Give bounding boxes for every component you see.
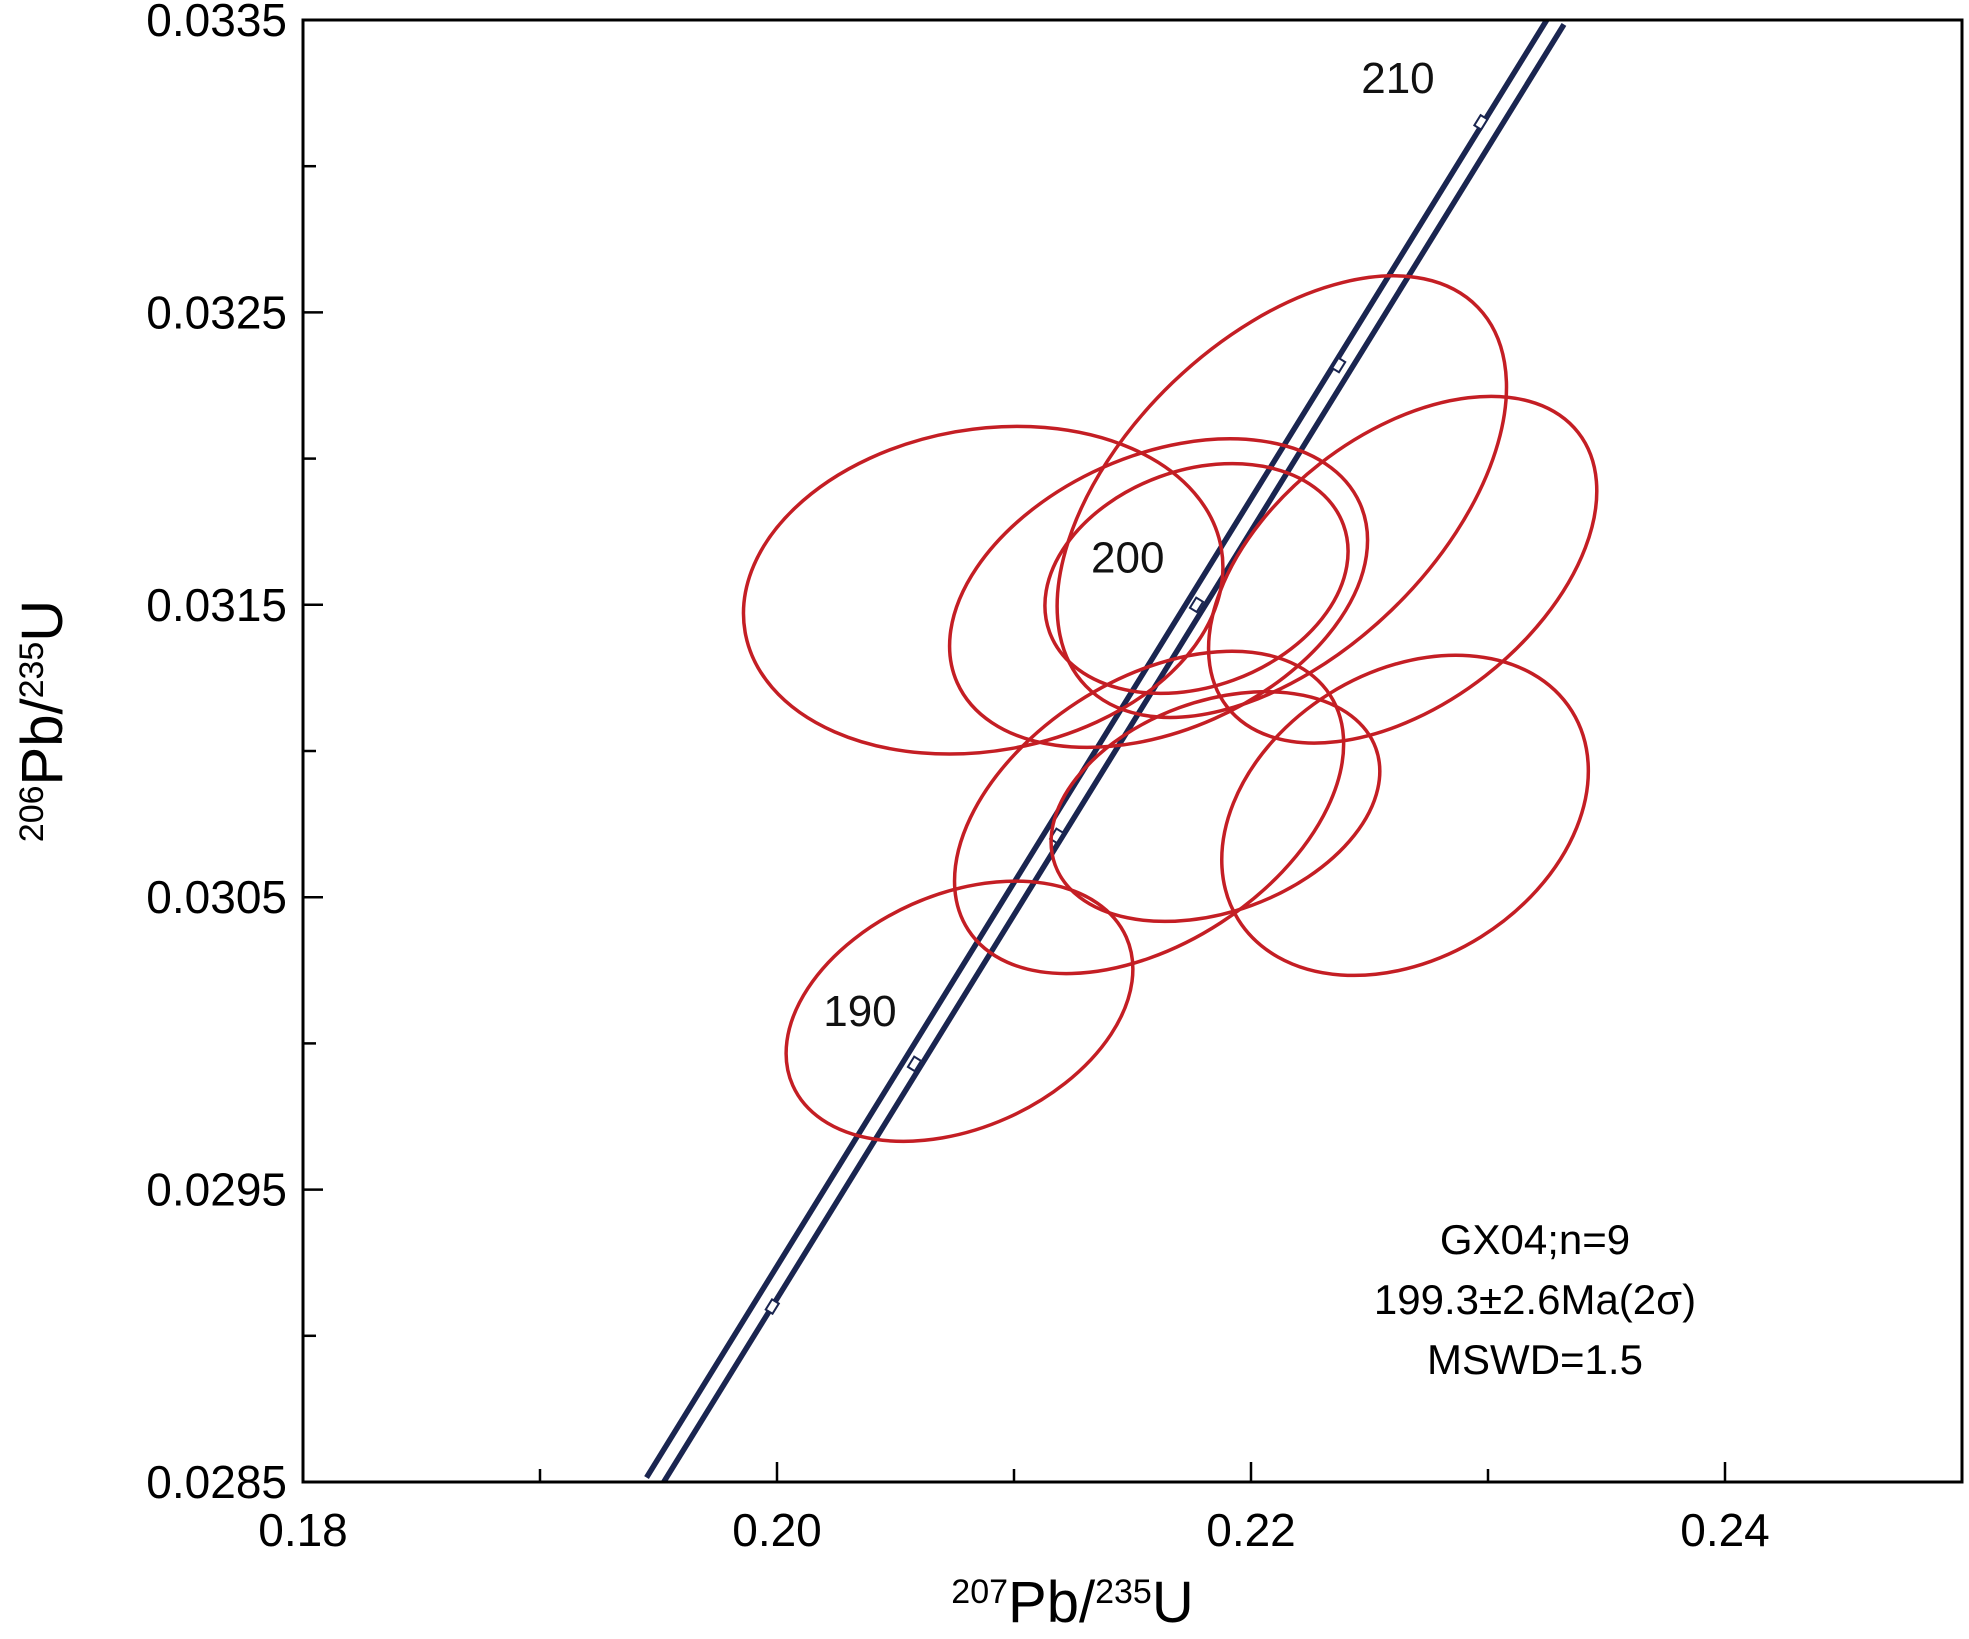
concordia-age-label: 210 <box>1361 54 1434 103</box>
chart-text: 190200210207Pb/235U206Pb/235UGX04;n=9199… <box>10 54 1696 1635</box>
error-ellipse <box>1206 394 1599 745</box>
concordia-line-right <box>660 23 1567 1482</box>
error-ellipse <box>784 879 1135 1144</box>
error-ellipse <box>1049 689 1382 924</box>
axes: 0.18 0.20 0.22 0.24 0.0285 0.0295 0.0305 0.0315… <box>146 0 1769 1556</box>
y-axis-title-tail: U <box>10 600 75 642</box>
error-ellipse <box>1043 461 1350 696</box>
y-tick-label: 0.0285 <box>146 1456 287 1508</box>
annotation-line: 199.3±2.6Ma(2σ) <box>1374 1276 1696 1323</box>
x-axis-title-tail: U <box>1152 1570 1194 1634</box>
x-axis-title-sup2: 235 <box>1095 1573 1152 1611</box>
error-ellipse <box>741 424 1225 756</box>
y-axis-title: 206Pb/235U <box>10 600 75 842</box>
x-axis-title-base: Pb/ <box>1008 1570 1096 1634</box>
concordia-age-mark <box>1330 356 1347 374</box>
x-tick-label: 0.20 <box>732 1504 822 1556</box>
x-tick-label: 0.22 <box>1206 1504 1296 1556</box>
y-tick-label: 0.0335 <box>146 0 287 46</box>
concordia-age-mark <box>1188 596 1205 614</box>
concordia-age-label: 200 <box>1091 534 1164 583</box>
x-axis-title: 207Pb/235U <box>951 1570 1193 1634</box>
annotation-line: MSWD=1.5 <box>1427 1336 1643 1383</box>
y-tick-label: 0.0305 <box>146 871 287 923</box>
y-axis-title-base: Pb/ <box>10 698 75 786</box>
annotation-line: GX04;n=9 <box>1440 1216 1630 1263</box>
concordia-age-mark <box>906 1055 923 1073</box>
concordia-age-mark <box>764 1297 781 1316</box>
concordia-age-label: 190 <box>823 987 896 1036</box>
x-tick-label: 0.24 <box>1680 1504 1770 1556</box>
error-ellipse <box>1055 274 1509 720</box>
plot-area-content <box>644 20 1599 1482</box>
plot-frame <box>301 18 1964 1484</box>
x-tick-label: 0.18 <box>258 1504 348 1556</box>
y-tick-label: 0.0295 <box>146 1164 287 1216</box>
error-ellipse <box>1220 653 1591 978</box>
y-tick-label: 0.0325 <box>146 286 287 338</box>
concordia-age-mark <box>1472 113 1489 131</box>
y-axis-title-sup2: 235 <box>13 642 51 699</box>
y-axis-title-sup1: 206 <box>13 785 51 842</box>
x-axis-title-sup1: 207 <box>951 1573 1008 1611</box>
y-tick-label: 0.0315 <box>146 579 287 631</box>
